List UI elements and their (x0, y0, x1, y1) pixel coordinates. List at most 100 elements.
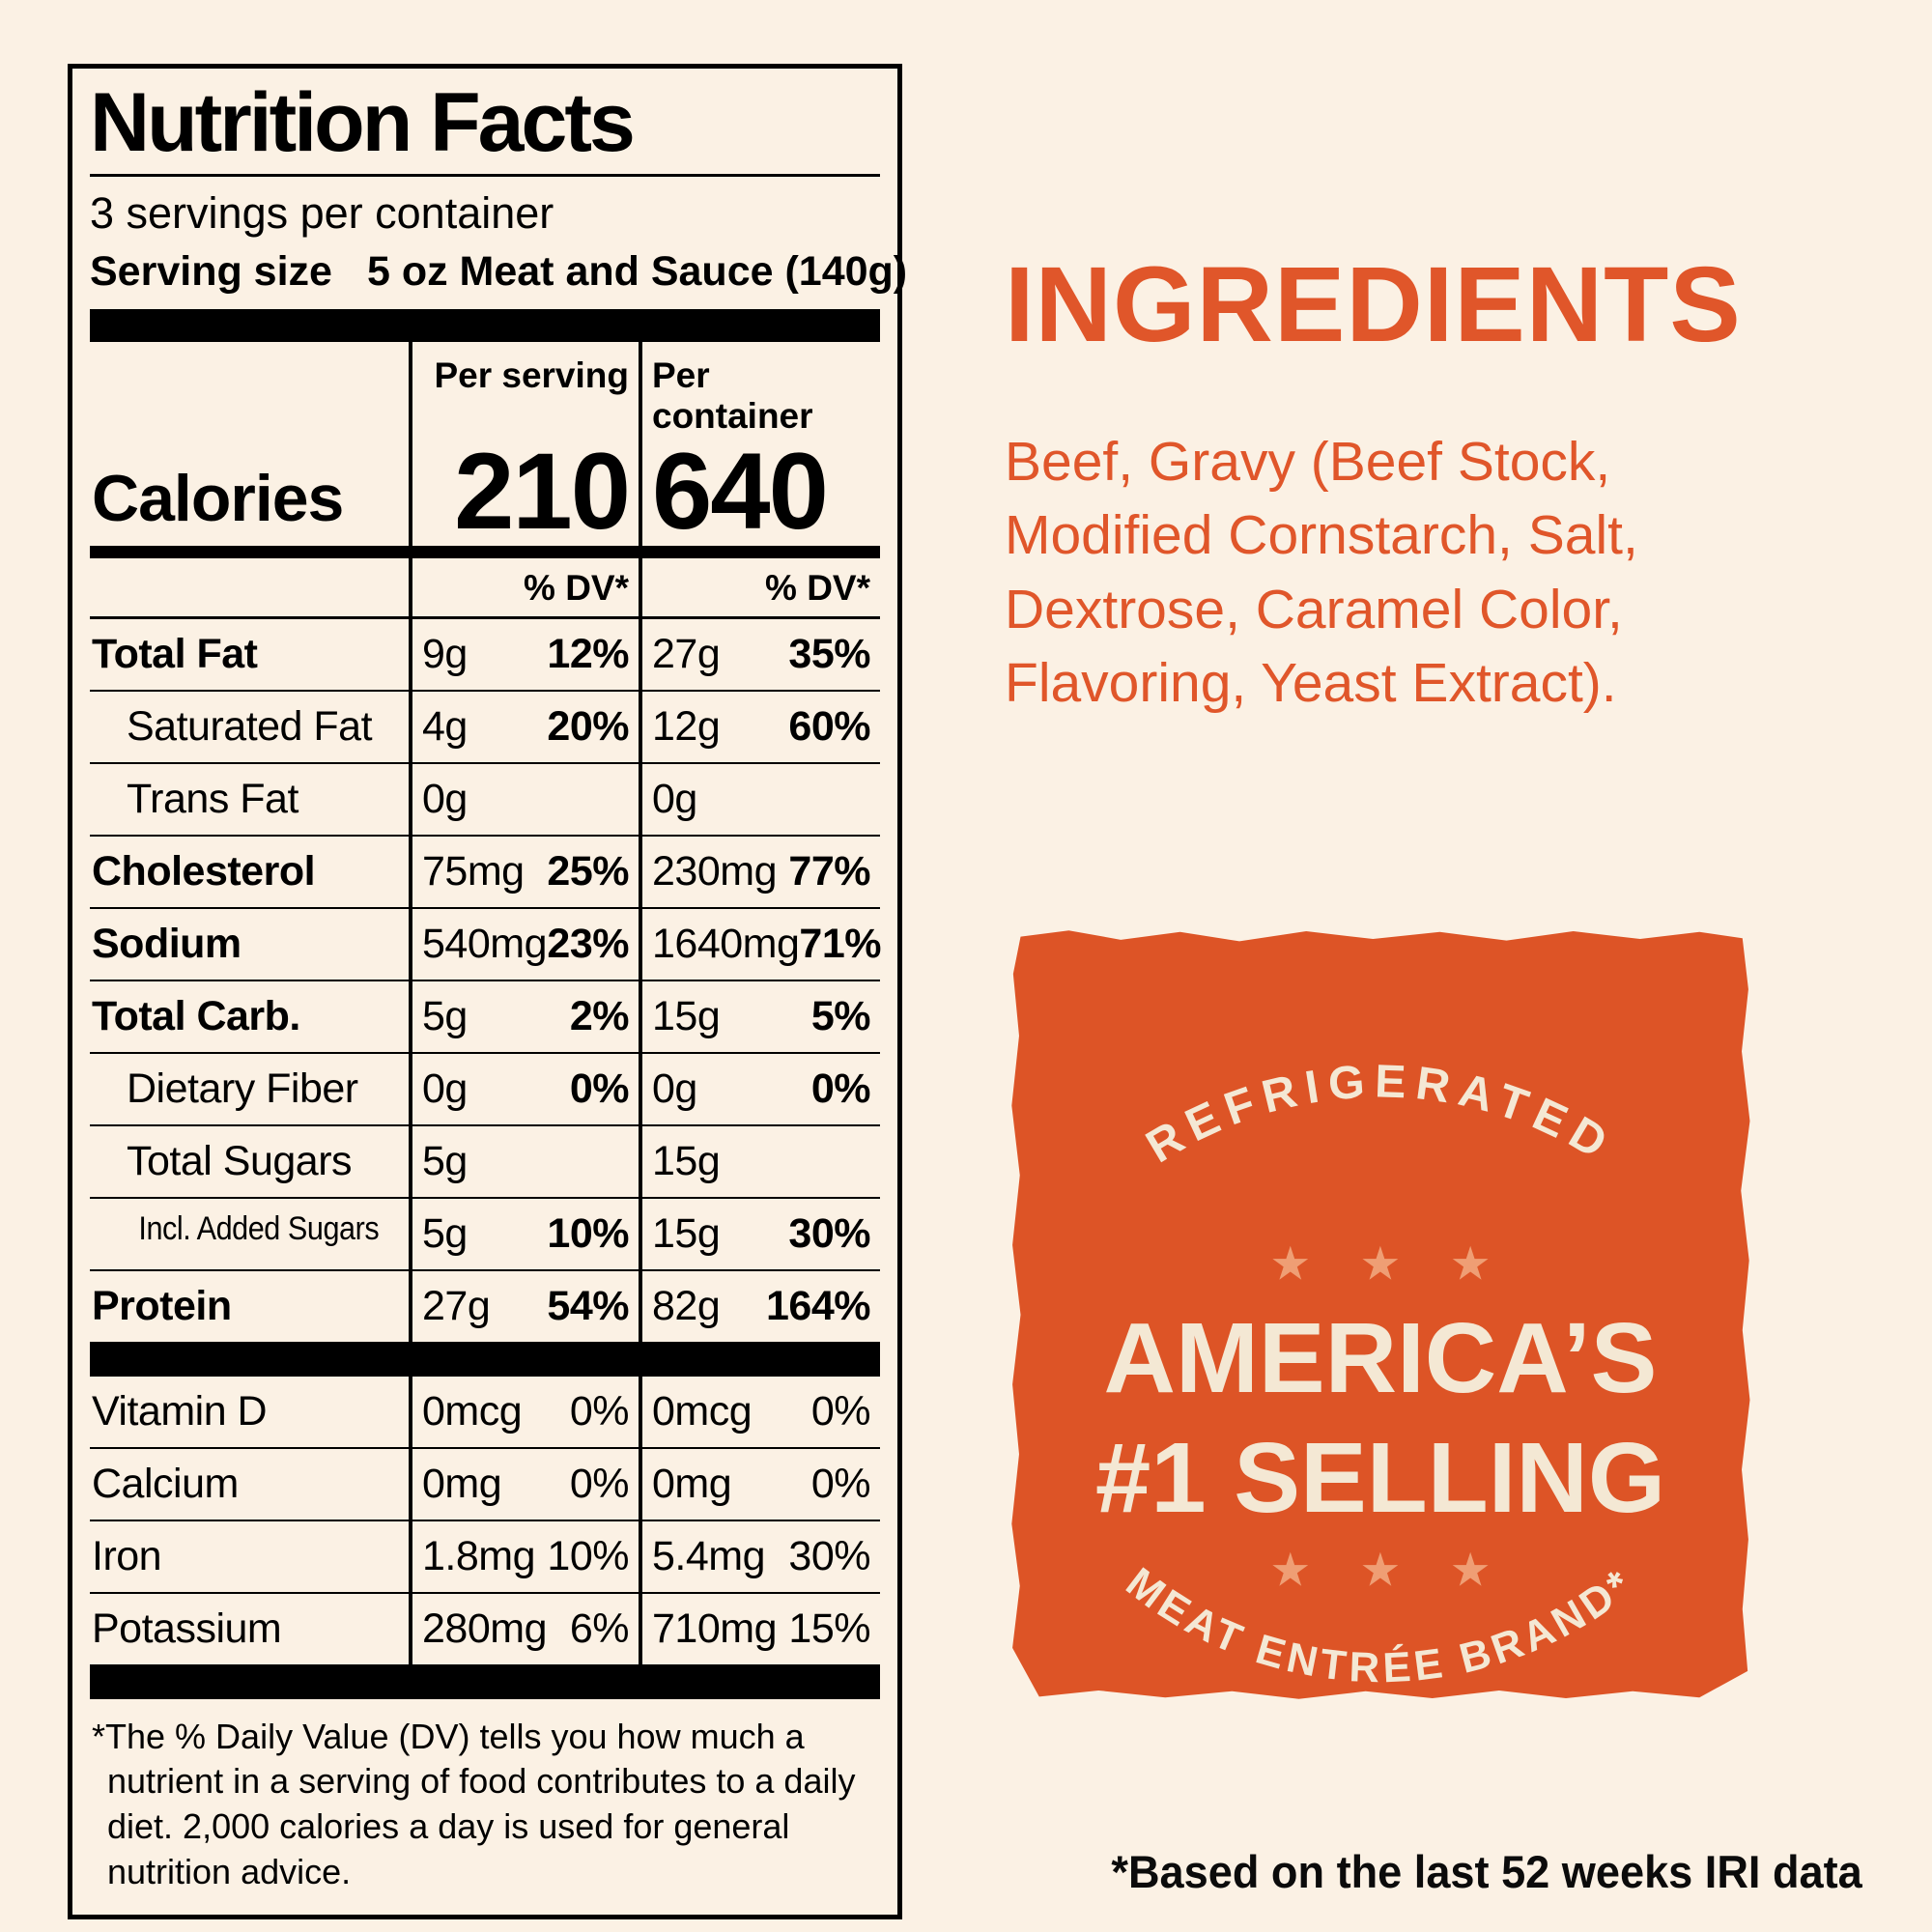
per-container-cell: 0mcg 0% (639, 1376, 880, 1447)
daily-value-footnote: *The % Daily Value (DV) tells you how mu… (92, 1716, 856, 1891)
calories-per-container: 640 (652, 431, 829, 553)
nutrient-rows: Total Fat 9g 12% 27g 35% Saturated Fat 4… (90, 618, 881, 1344)
per-container-dv: 71% (799, 920, 881, 967)
nutrition-facts-title: Nutrition Facts (90, 76, 636, 169)
per-serving-amount: 27g (422, 1282, 491, 1329)
nutrient-row: Dietary Fiber 0g 0% 0g 0% (90, 1053, 880, 1126)
per-serving-dv: 10% (547, 1209, 629, 1257)
nutrient-name: Incl. Added Sugars (138, 1209, 380, 1247)
per-container-amount: 710mg (652, 1605, 777, 1652)
per-container-cell: 710mg 15% (639, 1593, 880, 1664)
calories-per-serving: 210 (454, 431, 631, 553)
per-serving-amount: 5g (422, 1209, 468, 1257)
per-serving-amount: 5g (422, 992, 468, 1039)
title-divider (90, 173, 880, 177)
per-serving-amount: 1.8mg (422, 1532, 536, 1579)
nutrient-row: Calcium 0mg 0% 0mg 0% (90, 1448, 880, 1521)
per-serving-cell: 1.8mg 10% (409, 1520, 639, 1592)
nutrition-facts-panel: Nutrition Facts 3 servings per container… (68, 64, 907, 1919)
per-serving-cell: 5g (409, 1125, 639, 1197)
nutrient-name: Cholesterol (92, 847, 316, 895)
per-container-dv: 0% (810, 1460, 871, 1507)
per-serving-amount: 4g (422, 702, 468, 750)
badge-line2: #1 SELLING (1095, 1422, 1665, 1533)
nutrient-row: Vitamin D 0mcg 0% 0mcg 0% (90, 1376, 880, 1449)
per-serving-amount: 0mg (422, 1460, 502, 1507)
nutrient-name: Total Fat (92, 630, 258, 677)
per-serving-amount: 5g (422, 1137, 468, 1184)
nutrient-row: Total Carb. 5g 2% 15g 5% (90, 980, 880, 1054)
column-header-row: Per serving Per container (90, 342, 880, 441)
per-serving-amount: 0mcg (422, 1387, 523, 1435)
per-container-amount: 15g (652, 1209, 721, 1257)
nutrient-name: Protein (92, 1282, 232, 1329)
per-container-cell: 5.4mg 30% (639, 1520, 880, 1592)
nutrient-name: Vitamin D (92, 1387, 268, 1435)
daily-value-header-row: % DV* % DV* (90, 557, 880, 619)
per-container-dv: 0% (810, 1065, 871, 1112)
per-container-amount: 0mcg (652, 1387, 753, 1435)
per-container-amount: 230mg (652, 847, 777, 895)
divider-bar (90, 1665, 880, 1699)
nutrient-row: Saturated Fat 4g 20% 12g 60% (90, 691, 880, 764)
per-serving-cell: 75mg 25% (409, 836, 639, 907)
vitamin-rows: Vitamin D 0mcg 0% 0mcg 0% Calcium 0mg 0%… (90, 1376, 880, 1666)
per-serving-dv: 20% (547, 702, 629, 750)
nutrient-name: Calcium (92, 1460, 239, 1507)
per-container-cell: 82g 164% (639, 1270, 880, 1342)
nutrient-row: Potassium 280mg 6% 710mg 15% (90, 1593, 880, 1666)
per-container-cell: 0g 0% (639, 1053, 880, 1124)
per-container-amount: 27g (652, 630, 721, 677)
per-container-cell: 15g 5% (639, 980, 880, 1052)
per-container-dv: 60% (788, 702, 870, 750)
per-serving-dv: 10% (547, 1532, 629, 1579)
per-container-dv: 30% (788, 1532, 870, 1579)
per-container-dv: 5% (810, 992, 871, 1039)
per-container-amount: 82g (652, 1282, 721, 1329)
per-serving-cell: 4g 20% (409, 691, 639, 762)
per-container-cell: 230mg 77% (639, 836, 880, 907)
per-container-amount: 0g (652, 1065, 697, 1112)
calories-row: Calories 210 640 (90, 431, 880, 553)
dv-header-per-serving: % DV* (409, 557, 639, 616)
per-container-cell: 15g (639, 1125, 880, 1197)
empty-cell (90, 558, 409, 616)
serving-size-label: Serving size (90, 248, 332, 296)
nutrient-name: Potassium (92, 1605, 282, 1652)
per-container-cell: 0g (639, 763, 880, 835)
star-icons: ★ ★ ★ (1269, 1545, 1509, 1597)
per-container-cell: 12g 60% (639, 691, 880, 762)
nutrient-name: Total Carb. (92, 992, 300, 1039)
nutrient-name: Iron (92, 1532, 162, 1579)
per-serving-cell: 27g 54% (409, 1270, 639, 1342)
calories-per-container-cell: 640 (639, 431, 880, 553)
nutrient-row: Cholesterol 75mg 25% 230mg 77% (90, 836, 880, 909)
per-serving-amount: 0g (422, 775, 468, 822)
per-container-cell: 27g 35% (639, 618, 880, 690)
per-serving-dv: 25% (547, 847, 629, 895)
per-serving-cell: 9g 12% (409, 618, 639, 690)
servings-per-container: 3 servings per container (90, 187, 554, 238)
per-container-dv: 35% (788, 630, 870, 677)
per-serving-amount: 75mg (422, 847, 525, 895)
per-container-dv: 0% (810, 1387, 871, 1435)
americas-number-one-selling-badge: REFRIGERATED ★ ★ ★ AMERICA’S #1 SELLING … (1011, 930, 1750, 1699)
per-serving-cell: 280mg 6% (409, 1593, 639, 1664)
nutrient-row: Trans Fat 0g 0g (90, 763, 880, 837)
per-container-dv: 15% (788, 1605, 870, 1652)
divider-bar (90, 309, 880, 343)
per-container-cell: 0mg 0% (639, 1448, 880, 1520)
per-container-header: Per container (639, 342, 880, 441)
per-serving-cell: 0mcg 0% (409, 1376, 639, 1447)
calories-label: Calories (92, 461, 344, 535)
per-serving-dv: 0% (569, 1387, 630, 1435)
badge-arc-top-text: REFRIGERATED (1137, 1055, 1623, 1173)
per-container-dv: 164% (766, 1282, 870, 1329)
per-container-amount: 1640mg (652, 920, 800, 967)
nutrient-name: Saturated Fat (127, 702, 373, 750)
per-serving-amount: 9g (422, 630, 468, 677)
star-icons: ★ ★ ★ (1269, 1237, 1509, 1290)
per-container-amount: 0mg (652, 1460, 732, 1507)
serving-size-value: 5 oz Meat and Sauce (140g) (366, 248, 908, 296)
per-serving-amount: 280mg (422, 1605, 547, 1652)
